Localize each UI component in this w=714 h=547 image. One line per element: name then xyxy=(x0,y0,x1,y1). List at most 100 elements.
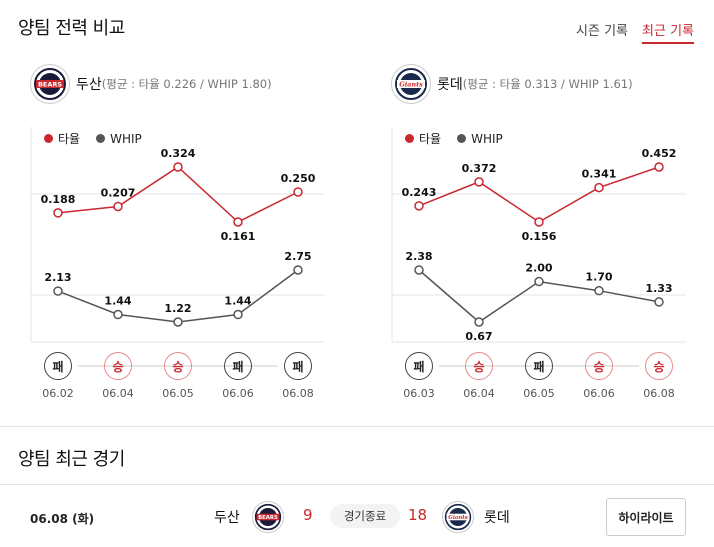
recent-games-title: 양팀 최근 경기 xyxy=(18,449,125,470)
game-date: 06.04 xyxy=(463,387,495,400)
record-tabs: 시즌 기록 최근 기록 xyxy=(576,20,694,44)
game-date: 06.04 xyxy=(102,387,134,400)
team-summary-lotte: (평균 : 타율 0.313 / WHIP 1.61) xyxy=(462,77,633,91)
avg-data-point xyxy=(233,217,243,227)
game-result-badge: 패 xyxy=(525,352,553,380)
avg-data-point xyxy=(594,182,604,193)
section-divider xyxy=(0,426,714,427)
team-header-lotte: Giants 롯데 (평균 : 타율 0.313 / WHIP 1.61) xyxy=(391,64,633,104)
giants-logo-icon: Giants xyxy=(395,68,427,100)
avg-data-label: 0.188 xyxy=(41,193,76,206)
game-item[interactable]: 승 06.04 xyxy=(459,352,499,400)
avg-data-label: 0.324 xyxy=(161,147,196,160)
team-summary-doosan: (평균 : 타율 0.226 / WHIP 1.80) xyxy=(101,77,272,91)
whip-data-point xyxy=(414,265,424,275)
game-date: 06.08 (화) xyxy=(30,512,95,526)
giants-logo-icon: Giants xyxy=(444,503,472,531)
whip-data-label: 2.00 xyxy=(525,262,552,275)
game-item[interactable]: 패 06.03 xyxy=(399,352,439,400)
legend-avg: 타율 xyxy=(405,130,441,147)
svg-text:Giants: Giants xyxy=(399,81,423,89)
game-date: 06.05 xyxy=(523,387,555,400)
avg-data-point xyxy=(414,201,424,211)
home-team-name: 두산 xyxy=(214,510,240,526)
avg-data-label: 0.207 xyxy=(101,186,136,199)
whip-dot-icon xyxy=(96,134,106,143)
whip-data-point xyxy=(534,276,544,287)
game-result-badge: 패 xyxy=(284,352,312,380)
game-item[interactable]: 승 06.05 xyxy=(158,352,198,400)
game-date: 06.06 xyxy=(583,387,615,400)
svg-text:BEARS: BEARS xyxy=(258,515,278,521)
tab-season-record[interactable]: 시즌 기록 xyxy=(576,24,629,39)
whip-data-label: 1.70 xyxy=(585,271,612,284)
whip-data-point xyxy=(173,317,183,327)
whip-data-point xyxy=(53,286,63,296)
game-item[interactable]: 패 06.08 xyxy=(278,352,318,400)
game-result-badge: 승 xyxy=(645,352,673,380)
game-item[interactable]: 패 06.05 xyxy=(519,352,559,400)
team-name-lotte: 롯데 xyxy=(437,77,463,93)
whip-data-point xyxy=(113,309,123,320)
avg-data-point xyxy=(113,201,123,212)
chart-panel-lotte: 타율 WHIP 0.243 0.372 0.156 0.341 0.452 2.38 0.6… xyxy=(391,127,691,347)
game-date: 06.03 xyxy=(403,387,435,400)
whip-data-label: 0.67 xyxy=(465,330,492,343)
whip-data-label: 1.22 xyxy=(164,302,191,315)
avg-data-label: 0.161 xyxy=(221,230,256,243)
game-item[interactable]: 승 06.06 xyxy=(579,352,619,400)
avg-data-point xyxy=(173,162,183,172)
lotte-logo: Giants xyxy=(391,64,431,104)
team-header-doosan: BEARS 두산 (평균 : 타율 0.226 / WHIP 1.80) xyxy=(30,64,272,104)
whip-data-label: 1.44 xyxy=(224,295,251,308)
whip-data-label: 2.75 xyxy=(284,250,311,263)
game-result-badge: 승 xyxy=(465,352,493,380)
avg-dot-icon xyxy=(44,134,53,143)
avg-data-point xyxy=(53,208,63,218)
game-date: 06.05 xyxy=(162,387,194,400)
avg-data-label: 0.156 xyxy=(522,230,557,243)
whip-data-label: 2.13 xyxy=(44,271,71,284)
game-result-badge: 승 xyxy=(585,352,613,380)
game-result-badge: 패 xyxy=(224,352,252,380)
game-result-badge: 패 xyxy=(405,352,433,380)
away-team-name: 롯데 xyxy=(484,510,510,526)
avg-data-point xyxy=(654,162,664,172)
avg-data-label: 0.452 xyxy=(642,147,677,160)
bears-logo-icon: BEARS xyxy=(254,503,282,531)
game-item[interactable]: 패 06.06 xyxy=(218,352,258,400)
game-result-badge: 패 xyxy=(44,352,72,380)
chart-legend: 타율 WHIP xyxy=(405,130,503,147)
svg-text:Giants: Giants xyxy=(448,515,467,521)
svg-text:BEARS: BEARS xyxy=(38,81,62,89)
chart-panel-doosan: 타율 WHIP 0.188 0.207 0.324 0.161 0.250 2.13 1.4… xyxy=(30,127,330,347)
game-item[interactable]: 승 06.04 xyxy=(98,352,138,400)
section-divider xyxy=(0,484,714,485)
whip-data-point xyxy=(654,297,664,307)
whip-data-point xyxy=(594,285,604,296)
whip-data-point xyxy=(474,317,484,327)
whip-data-label: 1.44 xyxy=(104,295,131,308)
chart-legend: 타율 WHIP xyxy=(44,130,142,147)
team-name-doosan: 두산 xyxy=(76,77,102,93)
legend-avg: 타율 xyxy=(44,130,80,147)
tab-recent-record[interactable]: 최근 기록 xyxy=(642,20,694,44)
recent-game-row: 06.08 (화) 두산 BEARS 9 경기종료 18 Giants 롯데 하… xyxy=(0,490,714,544)
game-results-lotte: 패 06.03 승 06.04 패 06.05 승 06.06 승 06.08 xyxy=(399,352,679,402)
game-date: 06.08 xyxy=(282,387,314,400)
game-item[interactable]: 패 06.02 xyxy=(38,352,78,400)
game-result-badge: 승 xyxy=(164,352,192,380)
avg-data-label: 0.372 xyxy=(462,162,497,175)
home-score: 9 xyxy=(303,506,313,524)
highlight-button[interactable]: 하이라이트 xyxy=(606,498,686,536)
page-title: 양팀 전력 비교 xyxy=(18,18,125,39)
whip-dot-icon xyxy=(457,134,467,143)
game-date: 06.06 xyxy=(222,387,254,400)
doosan-logo: BEARS xyxy=(30,64,70,104)
whip-data-point xyxy=(293,265,303,275)
avg-data-point xyxy=(534,217,544,227)
game-item[interactable]: 승 06.08 xyxy=(639,352,679,400)
chart-lotte: 0.243 0.372 0.156 0.341 0.452 2.38 0.67 2.00 1.7… xyxy=(391,127,686,343)
game-date: 06.02 xyxy=(42,387,74,400)
whip-data-point xyxy=(233,309,243,320)
